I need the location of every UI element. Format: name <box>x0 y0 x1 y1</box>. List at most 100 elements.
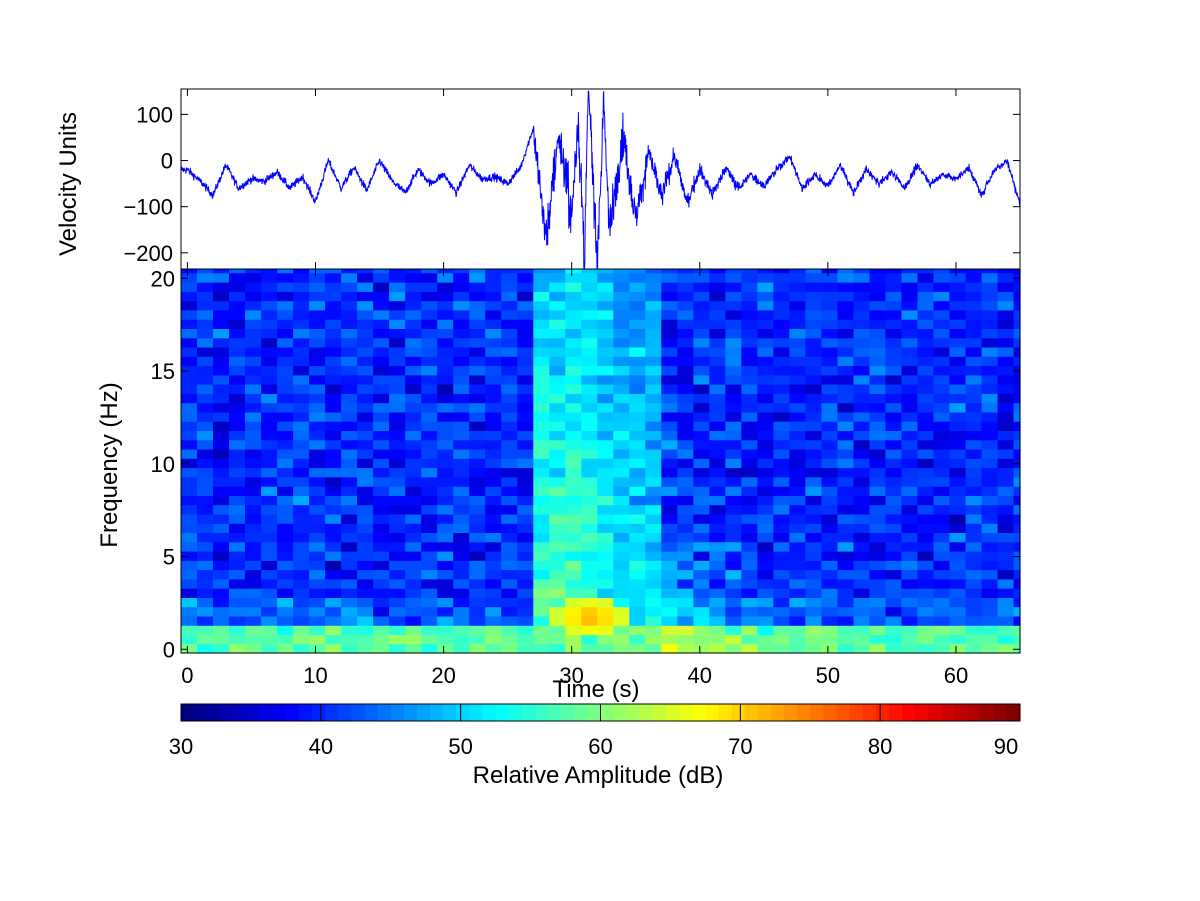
colorbar-cell <box>705 704 719 721</box>
spectrogram-cell <box>821 346 839 357</box>
spectrogram-cell <box>501 291 518 302</box>
spectrogram-cell <box>469 504 486 515</box>
spectrogram-cell <box>805 504 822 515</box>
spectrogram-cell <box>645 541 662 552</box>
spectrogram-cell <box>981 319 999 329</box>
spectrogram-cell <box>373 421 390 431</box>
spectrogram-cell <box>389 448 406 459</box>
spectrogram-cell <box>965 625 983 636</box>
spectrogram-cell <box>805 588 822 598</box>
spectrogram-cell <box>261 560 278 571</box>
spectrogram-cell <box>533 588 550 598</box>
colorbar-cell <box>823 704 837 721</box>
spectrogram-x-tick-label: 50 <box>816 663 840 688</box>
spectrogram-cell <box>405 300 422 311</box>
spectrogram-cell <box>469 346 486 357</box>
spectrogram-cell <box>197 337 214 348</box>
spectrogram-cell <box>869 588 887 598</box>
spectrogram-cell <box>501 551 518 561</box>
spectrogram-cell <box>789 643 806 654</box>
spectrogram-cell <box>181 309 198 320</box>
spectrogram-cell <box>549 346 566 357</box>
spectrogram-cell <box>613 309 630 320</box>
spectrogram-cell <box>917 402 935 413</box>
spectrogram-cell <box>405 282 422 292</box>
spectrogram-cell <box>629 272 646 283</box>
spectrogram-cell <box>917 513 935 524</box>
spectrogram-cell <box>757 551 774 561</box>
spectrogram-cell <box>517 458 534 469</box>
spectrogram-cell <box>741 356 758 367</box>
spectrogram-cell <box>1013 634 1021 645</box>
spectrogram-cell <box>869 319 887 329</box>
spectrogram-cell <box>853 569 871 580</box>
spectrogram-cell <box>261 402 278 413</box>
spectrogram-cell <box>997 269 1015 274</box>
spectrogram-cell <box>1013 272 1021 283</box>
spectrogram-cell <box>917 384 935 394</box>
spectrogram-cell <box>709 439 726 450</box>
spectrogram-cell <box>709 615 726 626</box>
spectrogram-cell <box>853 439 871 450</box>
spectrogram-cell <box>501 560 518 571</box>
spectrogram-cell <box>661 439 678 450</box>
spectrogram-cell <box>709 643 726 654</box>
spectrogram-cell <box>245 615 262 626</box>
spectrogram-cell <box>901 569 919 580</box>
spectrogram-cell <box>261 458 278 469</box>
spectrogram-cell <box>789 269 806 274</box>
spectrogram-cell <box>997 578 1015 589</box>
spectrogram-cell <box>917 588 935 598</box>
spectrogram-cell <box>437 346 454 357</box>
spectrogram-cell <box>261 476 278 487</box>
spectrogram-cell <box>949 560 967 571</box>
spectrogram-cell <box>309 356 326 367</box>
spectrogram-cell <box>469 384 486 394</box>
spectrogram-cell <box>309 560 326 571</box>
spectrogram-cell <box>869 402 887 413</box>
spectrogram-cell <box>965 467 983 478</box>
spectrogram-cell <box>309 448 326 459</box>
spectrogram-cell <box>277 337 294 348</box>
spectrogram-cell <box>645 365 662 376</box>
spectrogram-cell <box>373 430 390 441</box>
spectrogram-cell <box>933 486 951 496</box>
spectrogram-cell <box>645 467 662 478</box>
spectrogram-cell <box>629 337 646 348</box>
spectrogram-cell <box>901 523 919 533</box>
spectrogram-cell <box>725 523 742 533</box>
spectrogram-cell <box>869 269 887 274</box>
spectrogram-cell <box>613 439 630 450</box>
spectrogram-cell <box>933 643 951 654</box>
spectrogram-cell <box>181 476 198 487</box>
spectrogram-cell <box>661 458 678 469</box>
spectrogram-cell <box>837 337 855 348</box>
spectrogram-cell <box>549 448 566 459</box>
spectrogram-cell <box>693 606 710 617</box>
spectrogram-cell <box>373 523 390 533</box>
spectrogram-cell <box>885 319 903 329</box>
spectrogram-cell <box>549 421 566 431</box>
spectrogram-cell <box>661 269 678 274</box>
spectrogram-cell <box>965 402 983 413</box>
spectrogram-cell <box>965 569 983 580</box>
spectrogram-cell <box>693 356 710 367</box>
spectrogram-cell <box>789 569 806 580</box>
spectrogram-cell <box>853 430 871 441</box>
spectrogram-cell <box>709 504 726 515</box>
spectrogram-cell <box>581 495 598 506</box>
spectrogram-cell <box>965 476 983 487</box>
spectrogram-cell <box>245 625 262 636</box>
spectrogram-cell <box>517 269 534 274</box>
spectrogram-cell <box>261 384 278 394</box>
spectrogram-cell <box>533 476 550 487</box>
spectrogram-cell <box>789 365 806 376</box>
spectrogram-cell <box>773 615 790 626</box>
spectrogram-cell <box>229 634 246 645</box>
spectrogram-cell <box>485 569 502 580</box>
spectrogram-cell <box>645 421 662 431</box>
spectrogram-cell <box>757 421 774 431</box>
spectrogram-cell <box>837 625 855 636</box>
spectrogram-cell <box>437 300 454 311</box>
spectrogram-cell <box>773 309 790 320</box>
